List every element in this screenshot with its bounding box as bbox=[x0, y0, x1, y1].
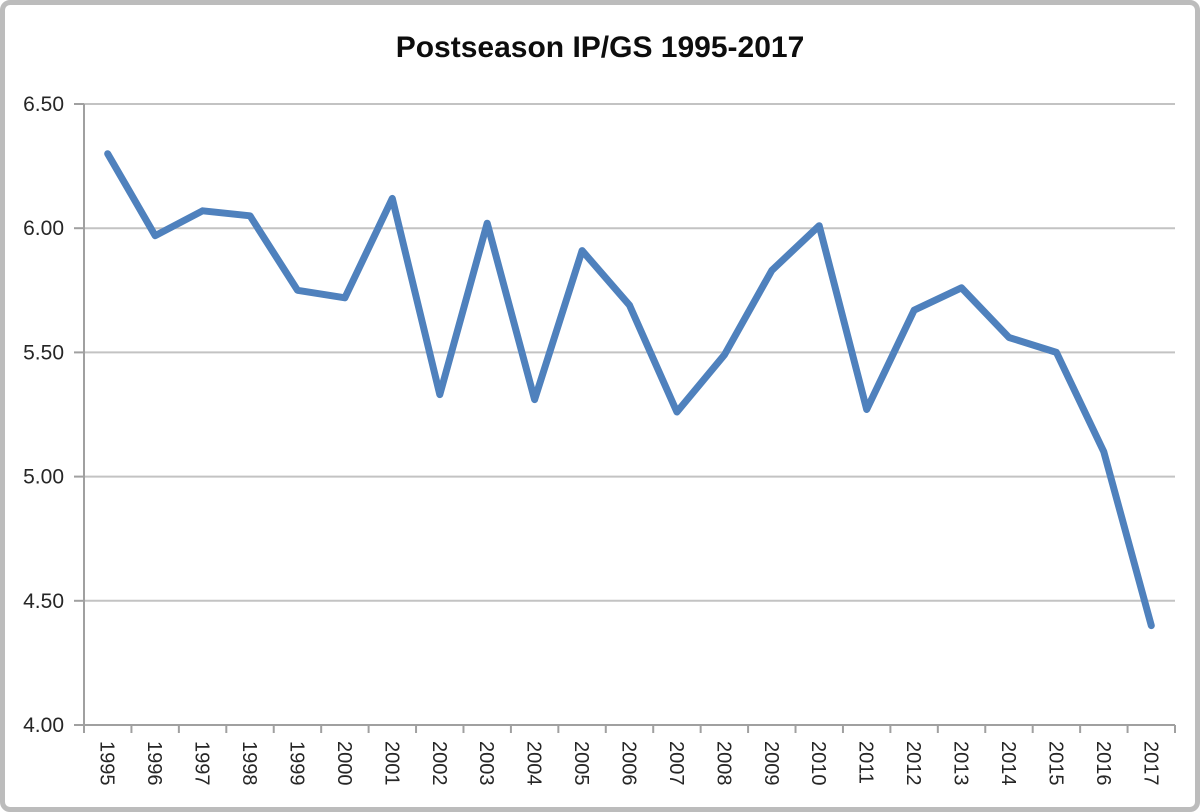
x-axis-label: 2012 bbox=[902, 741, 924, 786]
x-axis-label: 2017 bbox=[1139, 741, 1161, 786]
x-axis-label: 2016 bbox=[1092, 741, 1114, 786]
x-axis-label: 2011 bbox=[855, 741, 877, 784]
data-series-line bbox=[104, 150, 1155, 630]
x-axis-label: 2000 bbox=[333, 741, 355, 786]
chart-title: Postseason IP/GS 1995-2017 bbox=[395, 31, 805, 64]
x-axis-label: 2009 bbox=[760, 741, 782, 786]
x-axis-label: 1997 bbox=[191, 741, 213, 786]
x-axis-label: 2015 bbox=[1044, 741, 1066, 786]
x-axis-label: 1999 bbox=[285, 741, 307, 786]
y-axis-label: 6.00 bbox=[23, 217, 64, 240]
x-axis-label: 2003 bbox=[475, 741, 497, 786]
x-axis-label: 2005 bbox=[570, 741, 592, 786]
x-axis-label: 2008 bbox=[712, 741, 734, 786]
x-axis-label: 2007 bbox=[665, 741, 687, 786]
y-axis-label: 5.00 bbox=[23, 466, 64, 489]
x-axis-label: 1995 bbox=[96, 741, 118, 786]
x-axis-label: 2014 bbox=[997, 741, 1019, 786]
y-axis-label: 4.00 bbox=[23, 714, 64, 737]
x-axis-label: 2013 bbox=[950, 741, 972, 786]
x-axis-label: 2004 bbox=[523, 741, 545, 786]
x-axis-label: 1996 bbox=[143, 741, 165, 786]
y-axis-label: 5.50 bbox=[23, 341, 64, 364]
y-axis-label: 4.50 bbox=[23, 590, 64, 613]
x-axis-label: 2006 bbox=[618, 741, 640, 786]
y-axis-label: 6.50 bbox=[23, 93, 64, 116]
x-axis-label: 2001 bbox=[380, 741, 402, 786]
x-axis-label: 2002 bbox=[428, 741, 450, 786]
x-axis-label: 1998 bbox=[238, 741, 260, 786]
x-axis-label: 2010 bbox=[807, 741, 829, 786]
